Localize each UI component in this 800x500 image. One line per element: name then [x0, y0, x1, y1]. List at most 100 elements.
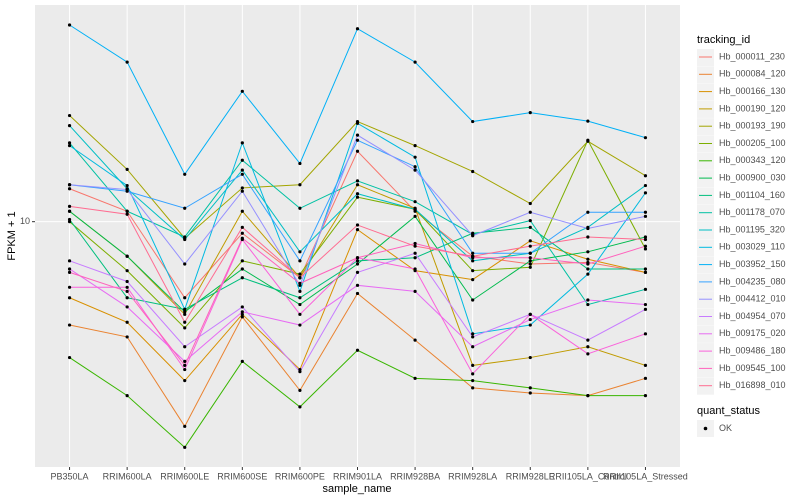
point: [298, 302, 302, 307]
point: [183, 172, 187, 176]
point: [355, 149, 360, 153]
point: [183, 262, 187, 266]
point: [355, 259, 360, 263]
axes: 10 PB350LA RRIM600LA RRIM600LE RRIM600SE RRIM…: [20, 216, 688, 481]
point: [298, 323, 302, 327]
point: [586, 338, 590, 342]
point: [125, 254, 129, 258]
point: [298, 370, 302, 374]
point: [67, 187, 72, 191]
point: [67, 217, 72, 222]
point: [471, 119, 475, 124]
point: [183, 379, 187, 383]
point: [586, 267, 590, 271]
point: [125, 60, 129, 64]
point: [471, 363, 475, 368]
point: [586, 210, 590, 214]
point: [471, 277, 475, 282]
point: [643, 302, 648, 307]
point: [355, 283, 360, 287]
legend-label: Hb_004954_070: [719, 311, 786, 321]
point: [240, 359, 244, 364]
point: [643, 363, 648, 368]
point: [528, 244, 532, 248]
point: [240, 236, 244, 240]
legend-label: Hb_004235_080: [719, 276, 786, 286]
point: [586, 138, 590, 142]
point: [471, 259, 475, 263]
x-tick-label: RRIM928LA: [448, 471, 497, 481]
x-tick-label: RRIM600SE: [217, 471, 267, 481]
point: [240, 315, 244, 319]
point: [183, 320, 187, 324]
point-legend-title: quant_status: [697, 405, 760, 417]
point: [586, 226, 590, 231]
point: [413, 144, 417, 148]
point: [240, 186, 244, 190]
point: [643, 235, 648, 239]
point: [67, 23, 72, 27]
point: [471, 234, 475, 238]
point: [298, 161, 302, 166]
point: [413, 251, 417, 255]
point: [183, 312, 187, 316]
point: [183, 367, 187, 372]
point: [528, 323, 532, 327]
point: [528, 210, 532, 214]
point: [355, 256, 360, 260]
point: [471, 251, 475, 255]
point: [355, 195, 360, 199]
x-tick-label: RRIM600PE: [275, 471, 325, 481]
point: [355, 27, 360, 31]
point: [643, 394, 648, 398]
point: [528, 386, 532, 390]
point: [413, 267, 417, 271]
point: [298, 281, 302, 285]
point: [125, 285, 129, 289]
point: [67, 285, 72, 289]
point: [355, 223, 360, 227]
point: [471, 269, 475, 273]
x-tick-label: RRIM600LA: [103, 471, 152, 481]
lines: [67, 23, 648, 449]
legend-label: Hb_003952_150: [719, 259, 786, 269]
point: [67, 204, 72, 208]
x-axis-title: sample_name: [322, 483, 391, 495]
point: [355, 228, 360, 232]
point: [586, 302, 590, 307]
point: [355, 291, 360, 296]
legend: Hb_000011_230 Hb_000084_120 Hb_000166_130 H…: [697, 49, 786, 437]
legend-label: Hb_000343_120: [719, 155, 786, 165]
point: [643, 287, 648, 291]
point: [67, 267, 72, 271]
point: [240, 305, 244, 309]
y-axis-title: FPKM + 1: [6, 211, 18, 260]
point: [471, 169, 475, 174]
point: [413, 244, 417, 248]
point: [298, 388, 302, 393]
point: [643, 183, 648, 188]
point: [125, 183, 129, 188]
point: [413, 214, 417, 218]
point: [240, 89, 244, 93]
point: [355, 183, 360, 187]
point: [183, 359, 187, 364]
legend-label: Hb_001195_320: [719, 224, 785, 234]
point: [125, 335, 129, 339]
point: [67, 209, 72, 213]
point: [643, 376, 648, 380]
point: [67, 296, 72, 300]
point: [643, 191, 648, 195]
point: [67, 123, 72, 128]
point: [125, 296, 129, 300]
point: [240, 209, 244, 213]
point: [355, 138, 360, 142]
point: [125, 212, 129, 216]
point: [413, 155, 417, 159]
point: [471, 298, 475, 302]
point: [298, 289, 302, 293]
point: [471, 379, 475, 383]
point: [643, 237, 648, 242]
point: [67, 144, 72, 148]
point: [528, 317, 532, 322]
